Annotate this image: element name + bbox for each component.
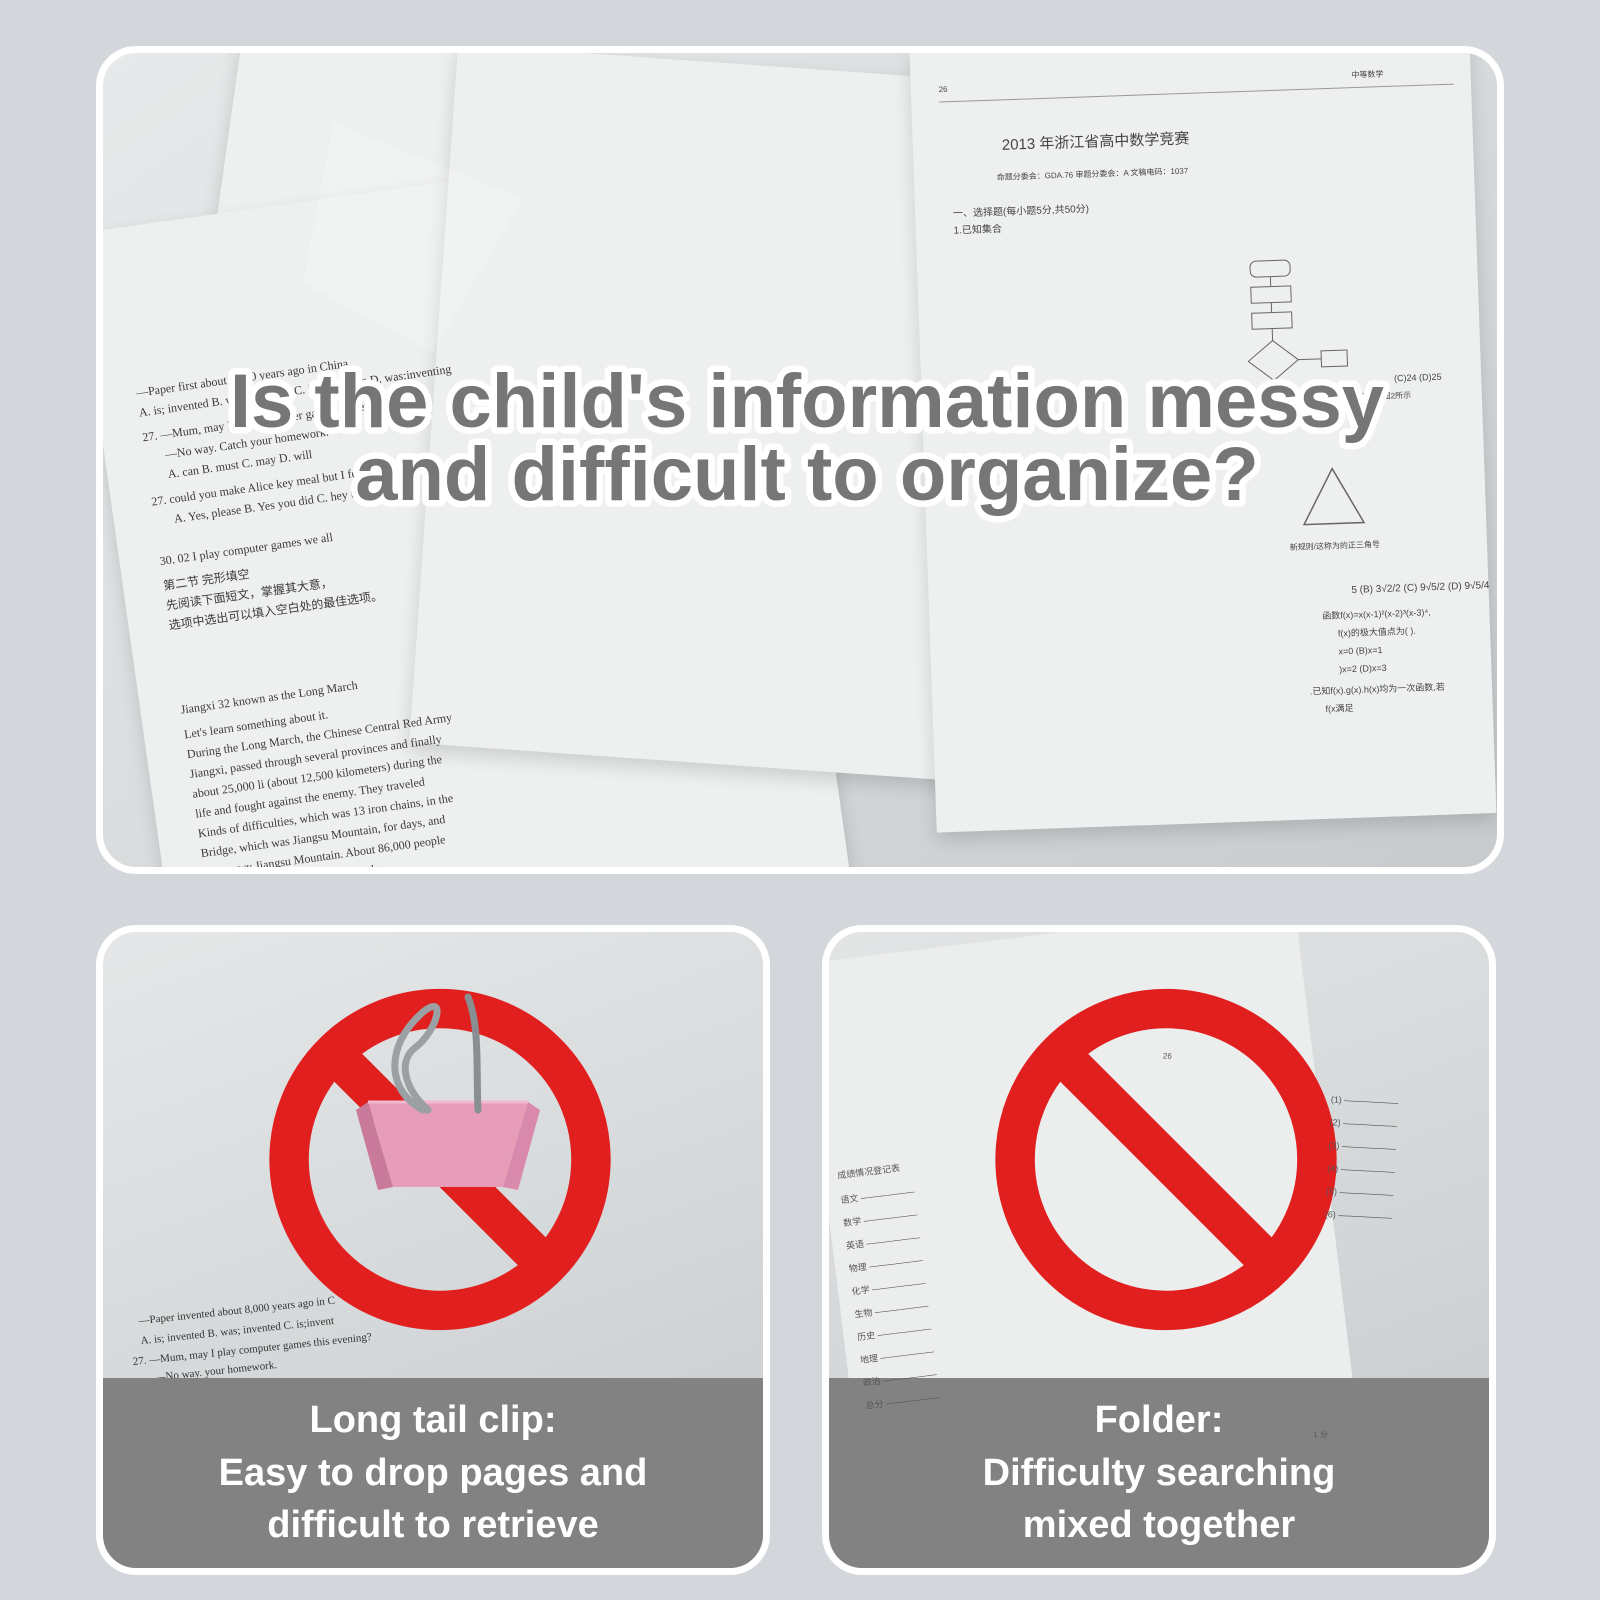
svg-text:英语 ——————: 英语 ——————	[845, 1231, 920, 1251]
svg-text:语文 ——————: 语文 ——————	[840, 1185, 915, 1205]
svg-text:(4) ——————: (4) ——————	[1327, 1163, 1395, 1177]
svg-text:总分 ——————: 总分 ——————	[865, 1391, 940, 1411]
svg-text:(3) ——————: (3) ——————	[1328, 1140, 1396, 1154]
svg-text:(6) ——————: (6) ——————	[1325, 1209, 1393, 1223]
svg-text:地理 ——————: 地理 ——————	[859, 1345, 934, 1365]
svg-text:政治 ——————: 政治 ——————	[862, 1368, 937, 1388]
svg-text:(5) ——————: (5) ——————	[1326, 1186, 1394, 1200]
svg-text:历史 ——————: 历史 ——————	[857, 1322, 932, 1342]
svg-text:成绩情况登记表: 成绩情况登记表	[837, 1162, 901, 1181]
svg-text:化学 ——————: 化学 ——————	[851, 1277, 926, 1297]
svg-text:数学 ——————: 数学 ——————	[843, 1208, 918, 1228]
svg-text:1 分: 1 分	[1313, 1430, 1328, 1440]
svg-text:(1) ——————: (1) ——————	[1331, 1094, 1399, 1108]
svg-text:物理 ——————: 物理 ——————	[848, 1254, 923, 1274]
svg-text:26: 26	[1163, 1051, 1173, 1060]
svg-text:(2) ——————: (2) ——————	[1329, 1117, 1397, 1131]
svg-text:and difficult to organize?: and difficult to organize?	[355, 432, 1259, 517]
svg-text:生物 ——————: 生物 ——————	[854, 1300, 929, 1320]
